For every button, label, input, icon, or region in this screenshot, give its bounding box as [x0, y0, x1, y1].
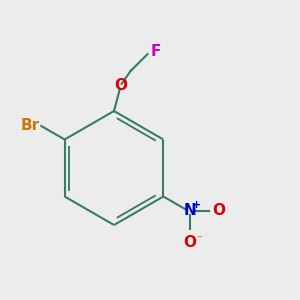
- Text: O: O: [114, 78, 127, 93]
- Text: +: +: [192, 200, 201, 210]
- Text: N: N: [184, 203, 196, 218]
- Text: F: F: [150, 44, 161, 59]
- Text: ⁻: ⁻: [196, 234, 202, 244]
- Text: Br: Br: [21, 118, 40, 134]
- Text: O: O: [183, 235, 196, 250]
- Text: O: O: [212, 203, 225, 218]
